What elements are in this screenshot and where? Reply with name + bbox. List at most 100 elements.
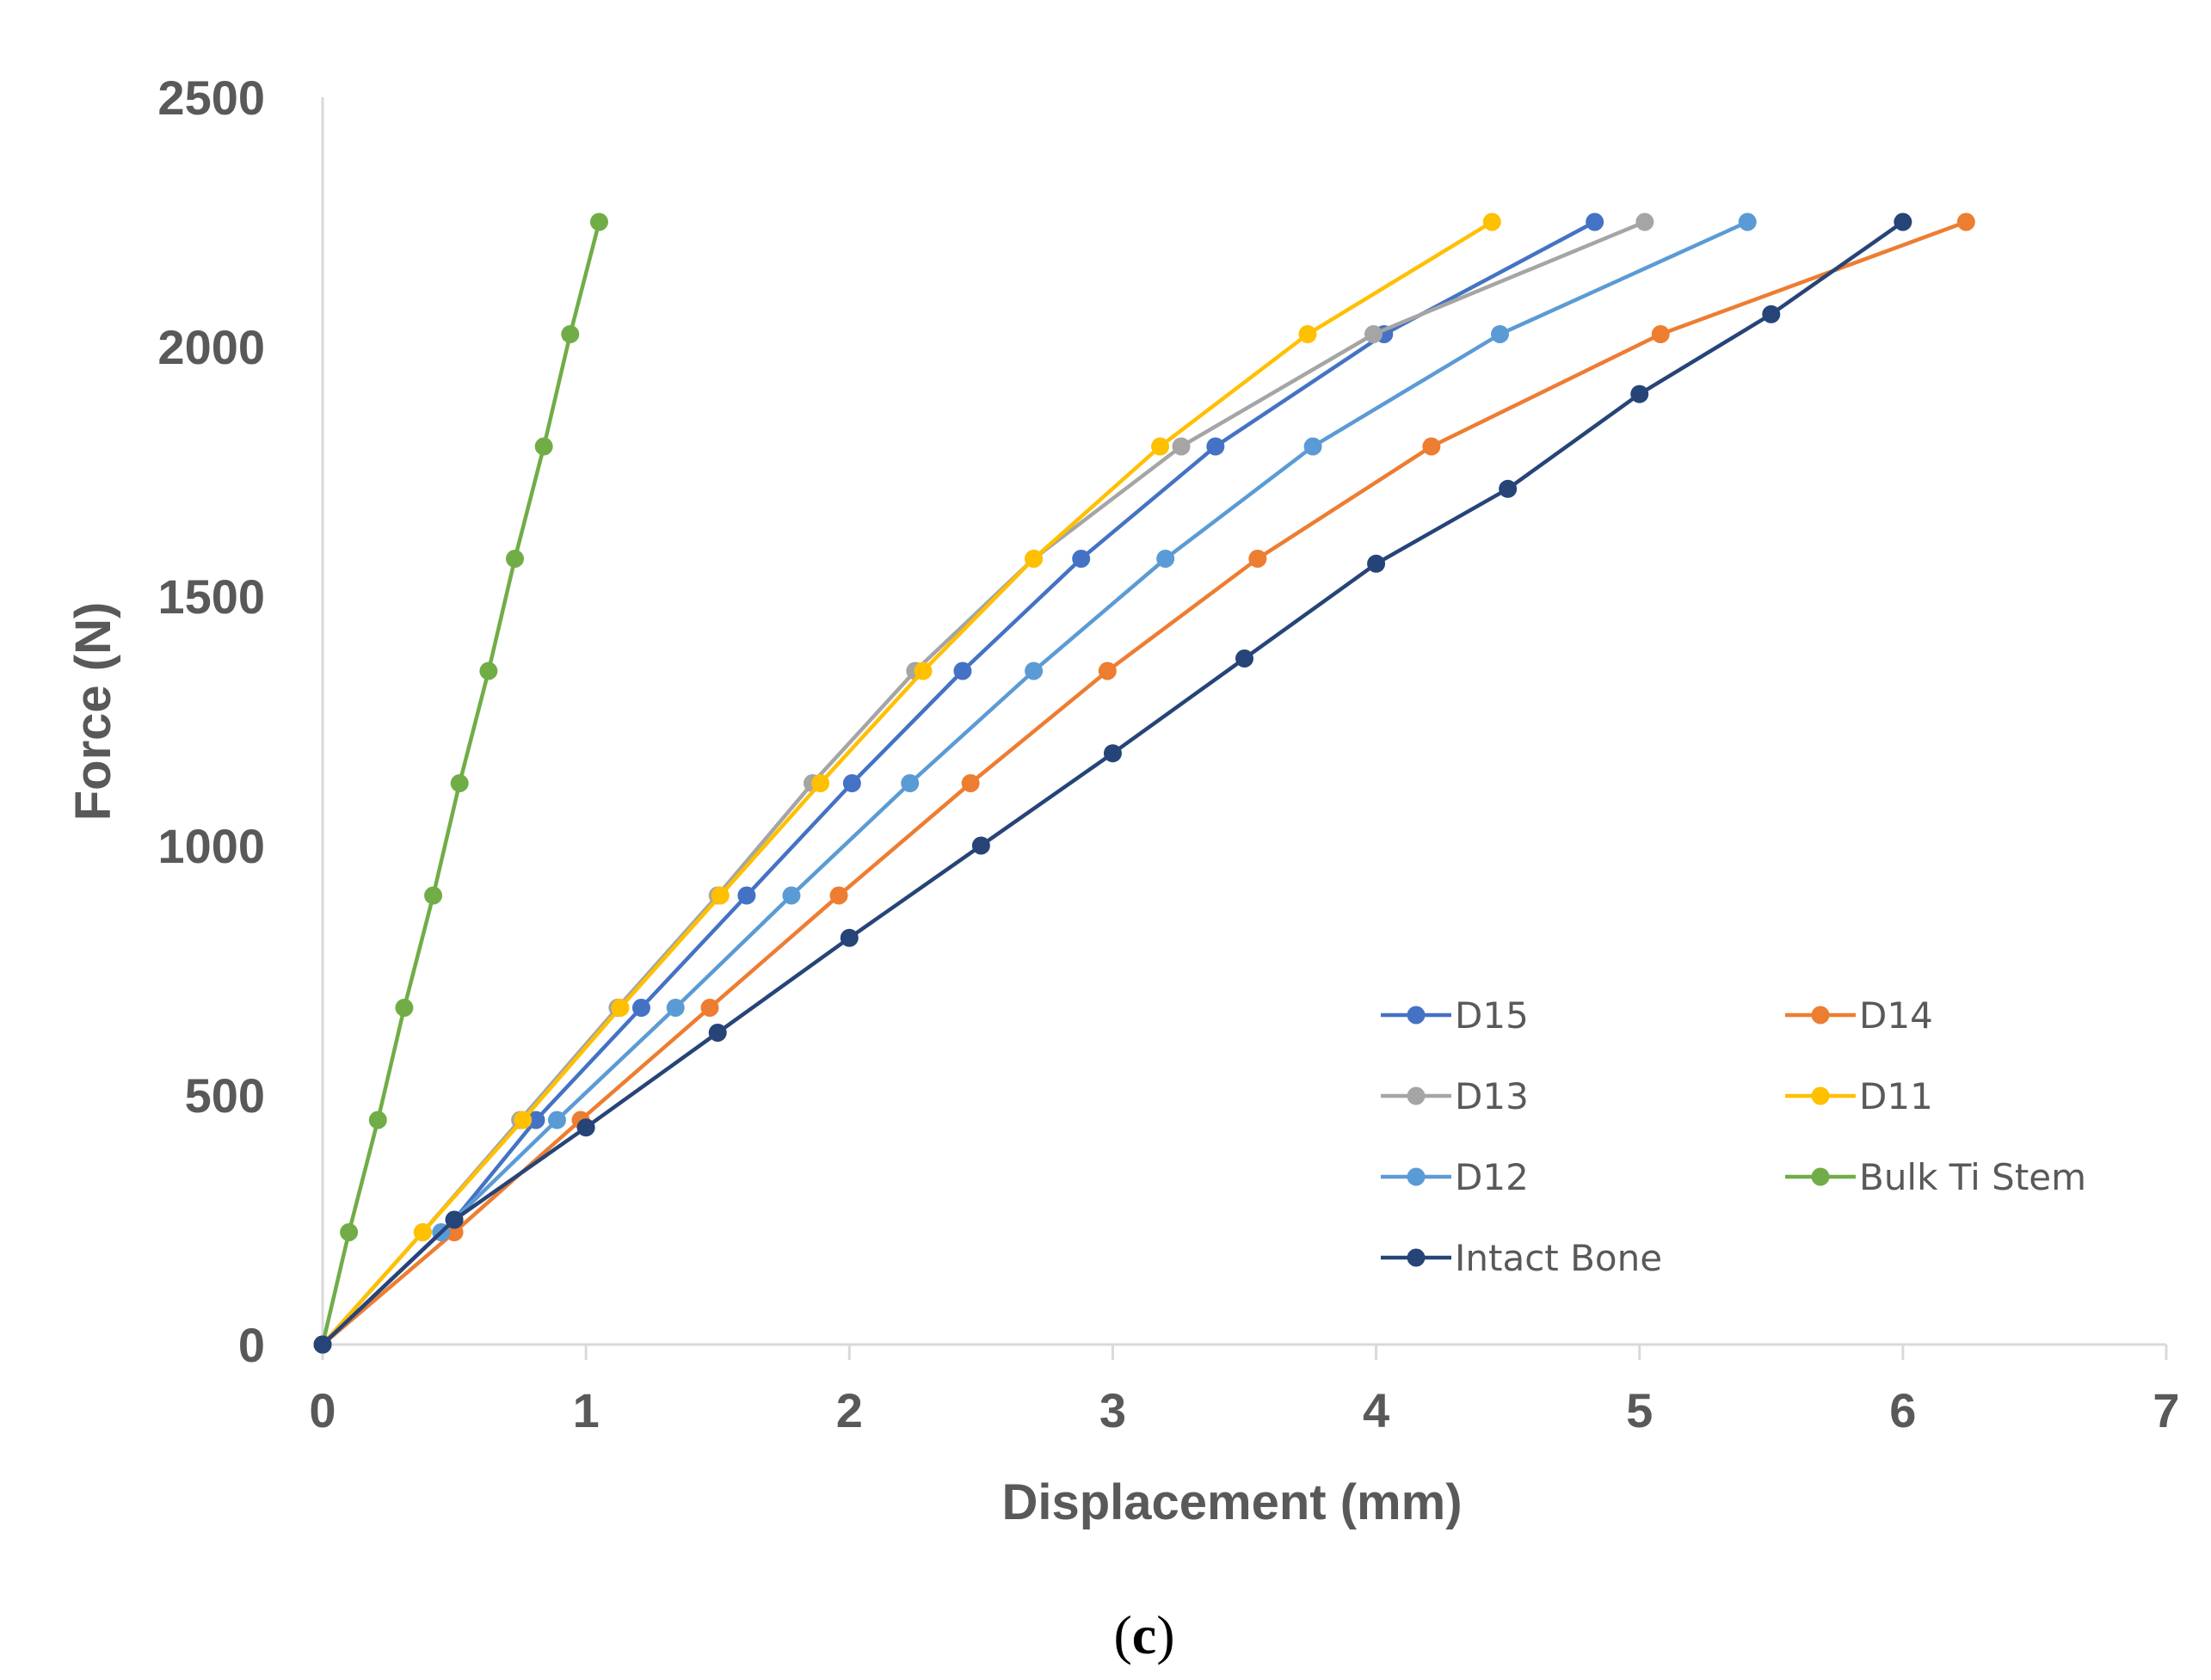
data-point — [561, 325, 580, 343]
data-point — [340, 1223, 359, 1241]
legend: D15 D14 D13 D11 D12 Bulk Ti Stem Intact Bone — [1381, 994, 2086, 1279]
legend-label: D11 — [1859, 1075, 1933, 1117]
data-point — [782, 886, 801, 905]
legend-swatch-marker — [1811, 1167, 1830, 1186]
legend-label: Bulk Ti Stem — [1859, 1156, 2086, 1198]
x-tick-label: 4 — [1363, 1383, 1389, 1437]
data-point — [1235, 649, 1253, 668]
caption-open-paren: ( — [1113, 1604, 1131, 1665]
data-point — [1206, 437, 1225, 456]
data-point — [666, 999, 685, 1017]
series-d14 — [313, 212, 1975, 1354]
y-tick-label: 1000 — [157, 819, 265, 873]
data-point — [1298, 325, 1317, 343]
data-point — [527, 1111, 545, 1129]
legend-swatch-marker — [1407, 1248, 1426, 1267]
data-point — [1762, 305, 1781, 323]
y-tick-label: 500 — [185, 1068, 265, 1123]
legend-swatch-marker — [1407, 1086, 1426, 1105]
data-point — [953, 662, 972, 680]
axes — [321, 97, 2168, 1360]
data-point — [842, 774, 861, 792]
data-point — [1367, 554, 1386, 573]
data-point — [971, 836, 990, 855]
data-point — [1025, 662, 1044, 680]
data-point — [368, 1111, 387, 1129]
x-tick-label: 5 — [1626, 1383, 1653, 1437]
legend-swatch-marker — [1811, 1006, 1830, 1025]
series-line — [320, 219, 1968, 1347]
legend-swatch-marker — [1407, 1006, 1426, 1025]
data-point — [737, 886, 756, 905]
y-tick-label: 2500 — [157, 71, 265, 125]
data-point — [1156, 550, 1175, 568]
data-point — [1098, 662, 1117, 680]
legend-label: D12 — [1455, 1156, 1529, 1198]
data-point — [1738, 212, 1757, 231]
legend-label: D14 — [1859, 994, 1933, 1037]
data-point — [413, 1223, 432, 1241]
data-point — [547, 1111, 566, 1129]
data-point — [700, 999, 719, 1017]
data-point — [1103, 744, 1122, 763]
data-point — [424, 886, 443, 905]
data-point — [914, 662, 933, 680]
data-point — [1635, 212, 1654, 231]
data-point — [1303, 437, 1322, 456]
data-point — [589, 212, 608, 231]
y-tick-label: 0 — [238, 1318, 265, 1372]
x-tick-label: 0 — [309, 1383, 336, 1437]
x-tick-label: 1 — [573, 1383, 600, 1437]
data-point — [711, 886, 730, 905]
caption-letter: c — [1132, 1604, 1156, 1665]
data-point — [1630, 385, 1649, 403]
y-tick-label: 1500 — [157, 569, 265, 624]
data-point — [1172, 437, 1191, 456]
data-point — [1499, 479, 1518, 498]
data-point — [611, 999, 630, 1017]
data-point — [576, 1118, 595, 1137]
data-point — [829, 886, 848, 905]
legend-label: D13 — [1455, 1075, 1529, 1117]
data-point — [1151, 437, 1170, 456]
legend-item-d14: D14 — [1785, 994, 1933, 1037]
data-point — [534, 437, 553, 456]
data-point — [961, 774, 980, 792]
data-point — [1490, 325, 1509, 343]
data-point — [1956, 212, 1975, 231]
figure-caption: (c) — [1113, 1604, 1174, 1665]
legend-swatch-marker — [1811, 1086, 1830, 1105]
data-point — [1072, 550, 1091, 568]
data-point — [1025, 550, 1044, 568]
data-point — [445, 1223, 464, 1241]
legend-item-d12: D12 — [1381, 1156, 1529, 1198]
data-point — [811, 774, 830, 792]
x-tick-label: 7 — [2152, 1383, 2179, 1437]
y-tick-label: 2000 — [157, 320, 265, 374]
legend-item-bulk-ti-stem: Bulk Ti Stem — [1785, 1156, 2086, 1198]
legend-item-intact-bone: Intact Bone — [1381, 1237, 1662, 1279]
series-bulk-ti-stem — [313, 212, 608, 1354]
data-point — [1422, 437, 1441, 456]
tick-labels: 0 1 2 3 4 5 6 7 0 500 1000 1500 2000 2500 — [157, 71, 2179, 1437]
data-point — [313, 1335, 332, 1354]
series-line — [320, 219, 1906, 1347]
data-point — [479, 662, 498, 680]
legend-item-d11: D11 — [1785, 1075, 1933, 1117]
x-tick-label: 6 — [1889, 1383, 1916, 1437]
caption-close-paren: ) — [1156, 1604, 1174, 1665]
data-point — [901, 774, 920, 792]
legend-swatch-marker — [1407, 1167, 1426, 1186]
data-point — [1894, 212, 1912, 231]
series-line — [320, 219, 1750, 1347]
data-point — [1248, 550, 1267, 568]
data-point — [1364, 325, 1383, 343]
series-d13 — [313, 212, 1654, 1354]
data-point — [840, 928, 859, 947]
data-point — [445, 1210, 464, 1229]
x-axis-title: Displacement (mm) — [1001, 1474, 1462, 1530]
series-lines — [313, 212, 1975, 1354]
series-intact-bone — [313, 212, 1912, 1354]
data-point — [1482, 212, 1501, 231]
